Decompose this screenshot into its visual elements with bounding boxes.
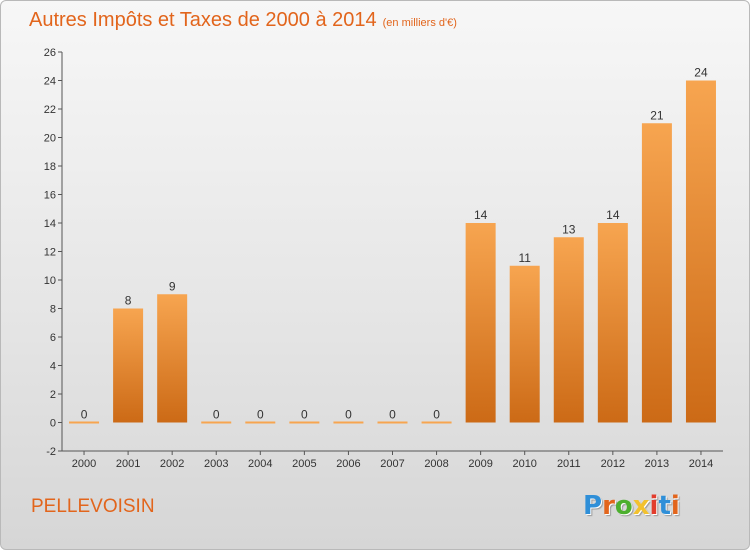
x-tick-label-2013: 2013 [645,458,669,470]
x-tick-label-2001: 2001 [116,458,140,470]
y-tick-label: 0 [50,418,56,430]
y-tick-label: 16 [44,190,56,202]
x-tick-label-2010: 2010 [512,458,536,470]
commune-name: PELLEVOISIN [31,496,155,517]
bar-2007 [377,421,408,424]
logo-letter: i [670,491,680,521]
bar-2000 [69,421,100,424]
chart-title-row: Autres Impôts et Taxes de 2000 à 2014 (en… [29,9,457,32]
data-label-2008: 0 [433,408,440,422]
bar-2013 [641,123,672,423]
y-tick-label: 10 [44,275,56,287]
logo-letter: t [658,491,671,521]
data-label-2003: 0 [213,408,220,422]
logo-letter: o [614,491,633,521]
logo-letter: i [649,491,659,521]
data-label-2002: 9 [169,279,176,293]
x-tick-label-2003: 2003 [204,458,228,470]
x-tick-label-2012: 2012 [601,458,625,470]
y-tick-label: 4 [50,361,56,373]
data-label-2012: 14 [606,208,620,222]
logo-letter: r [602,491,615,521]
y-tick-label: 24 [44,76,56,88]
x-tick-label-2006: 2006 [336,458,360,470]
bar-2010 [509,265,540,423]
data-label-2009: 14 [474,208,488,222]
bar-2008 [421,421,452,424]
data-label-2011: 13 [562,222,576,236]
y-tick-label: 20 [44,133,56,145]
bar-2001 [113,308,144,423]
data-label-2006: 0 [345,408,352,422]
y-tick-label: 22 [44,104,56,116]
y-tick-label: 14 [44,218,56,230]
x-tick-label-2009: 2009 [468,458,492,470]
x-tick-label-2000: 2000 [72,458,96,470]
chart-title: Autres Impôts et Taxes de 2000 à 2014 [29,9,377,31]
bar-2012 [597,223,628,423]
x-tick-label-2007: 2007 [380,458,404,470]
bar-2011 [553,237,584,423]
y-tick-label: 26 [44,47,56,59]
y-tick-label: -2 [46,446,56,458]
x-tick-label-2005: 2005 [292,458,316,470]
data-label-2000: 0 [81,408,88,422]
data-label-2014: 24 [694,66,708,80]
data-label-2007: 0 [389,408,396,422]
y-tick-label: 12 [44,247,56,259]
y-tick-label: 2 [50,389,56,401]
bar-2002 [157,294,188,423]
x-tick-label-2004: 2004 [248,458,272,470]
logo-letter: x [632,491,650,521]
data-label-2013: 21 [650,108,664,122]
bar-2005 [289,421,320,424]
data-label-2004: 0 [257,408,264,422]
y-tick-label: 6 [50,332,56,344]
x-tick-label-2011: 2011 [557,458,581,470]
chart-subtitle: (en milliers d'€) [382,17,457,29]
data-label-2001: 8 [125,294,132,308]
x-tick-label-2014: 2014 [689,458,713,470]
bars [69,80,716,424]
y-tick-label: 18 [44,161,56,173]
bar-2006 [333,421,364,424]
logo-letter: P [583,491,603,521]
data-label-2005: 0 [301,408,308,422]
x-tick-label-2008: 2008 [424,458,448,470]
proxiti-logo: Proxiti [583,491,680,521]
bar-2009 [465,223,496,423]
bar-2004 [245,421,276,424]
data-label-2010: 11 [518,251,531,265]
data-labels: 0 8 9 0 0 0 0 0 0 14 11 13 14 21 24 [81,66,708,422]
x-tick-label-2002: 2002 [160,458,184,470]
bar-2014 [685,80,716,423]
y-tick-label: 8 [50,304,56,316]
bar-2003 [201,421,232,424]
